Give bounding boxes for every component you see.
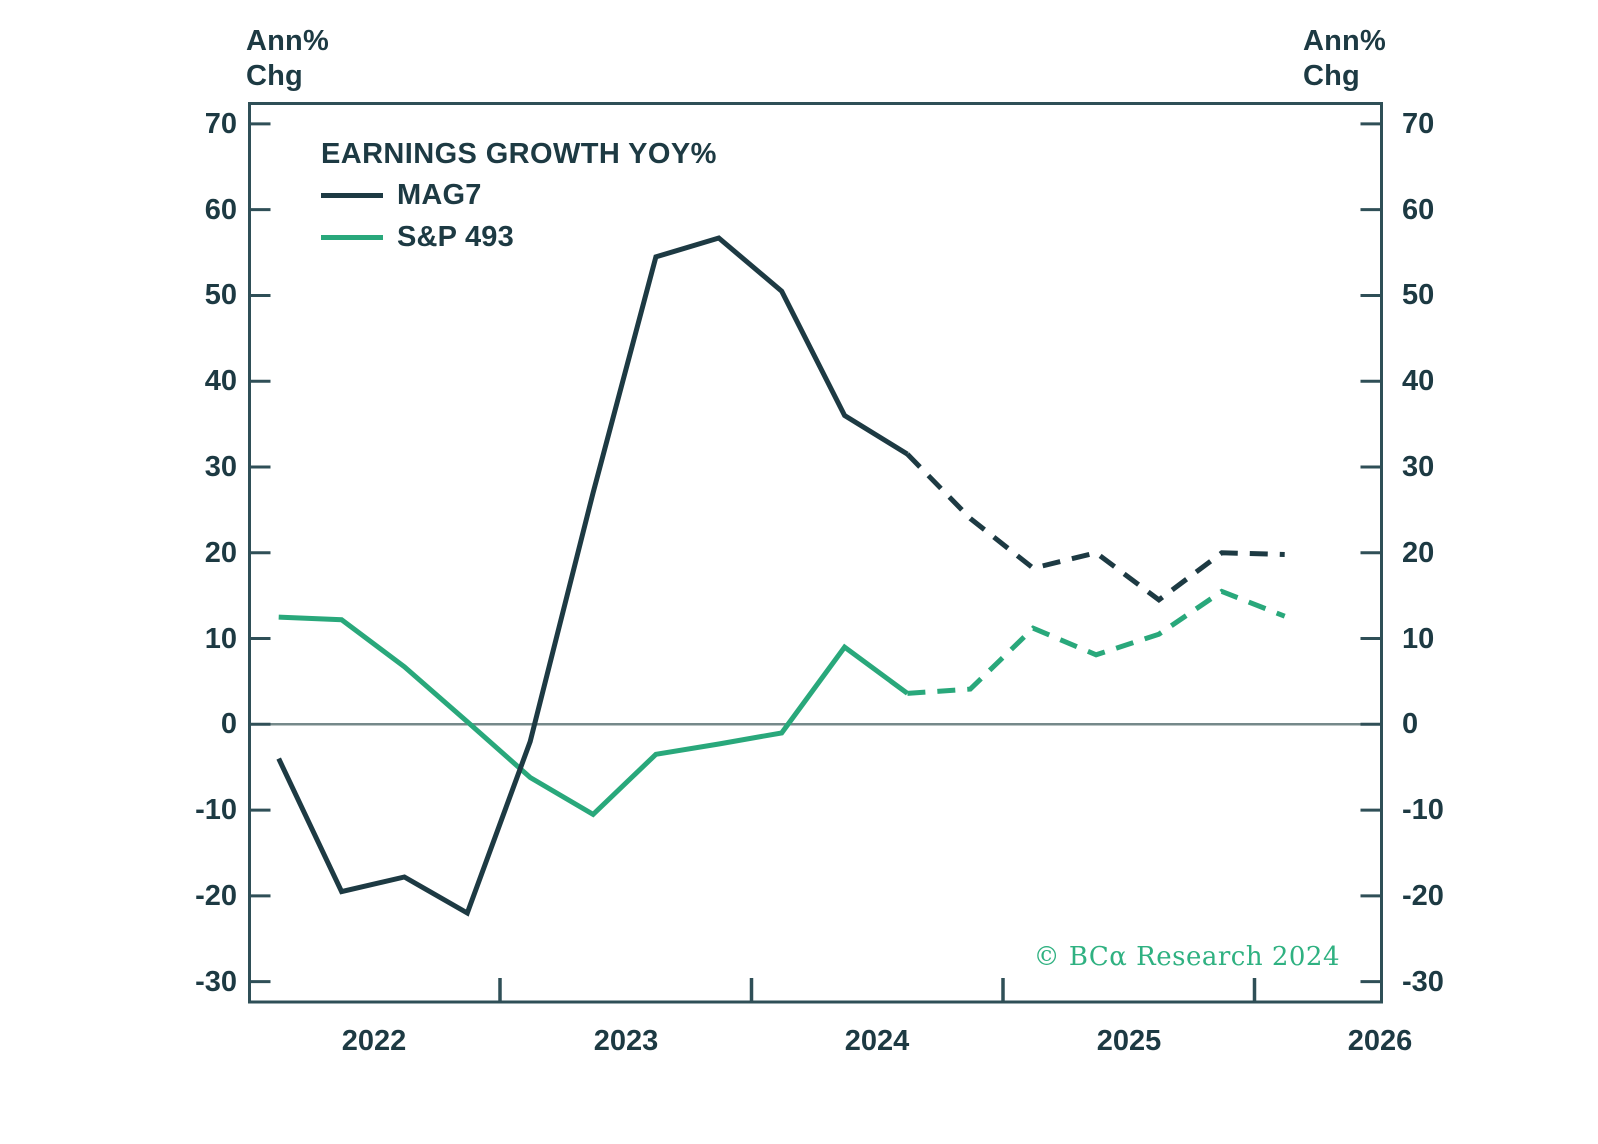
legend-label-sp493: S&P 493	[397, 220, 514, 253]
y-tick-label-right: 40	[1402, 365, 1435, 397]
x-axis-year-label: 2024	[844, 1025, 910, 1057]
legend-label-mag7: MAG7	[397, 178, 482, 211]
series-forecast-line-sp493	[907, 588, 1286, 696]
legend-line-sp493	[321, 234, 383, 240]
y-tick-label-left: 20	[204, 537, 237, 569]
y-tick-label-right: 70	[1402, 108, 1435, 140]
x-axis-year-label: 2026	[1347, 1025, 1413, 1057]
y-tick-label-right: 10	[1402, 623, 1435, 655]
y-tick-label-right: 20	[1402, 537, 1435, 569]
watermark-copyright: © BCα Research 2024	[1033, 942, 1340, 972]
series-line-mag7	[276, 235, 909, 917]
y-tick-label-left: -20	[195, 880, 237, 912]
y-tick-label-left: 30	[204, 451, 237, 483]
series-line-sp493	[278, 614, 909, 818]
y-tick-label-left: 10	[204, 623, 237, 655]
y-tick-label-left: 40	[204, 365, 237, 397]
x-axis-year-label: 2023	[593, 1025, 659, 1057]
series-forecast-line-mag7	[905, 452, 1285, 604]
y-axis-title-line2: Chg	[1303, 60, 1360, 92]
y-axis-title-line1: Ann%	[1303, 25, 1386, 57]
chart-title: EARNINGS GROWTH YOY%	[321, 138, 717, 170]
y-tick-label-left: 50	[204, 279, 237, 311]
x-axis-year-label: 2025	[1096, 1025, 1162, 1057]
y-tick-label-right: -20	[1402, 880, 1444, 912]
y-axis-title-right: Ann% Chg	[1303, 24, 1386, 94]
y-tick-label-right: 60	[1402, 194, 1435, 226]
y-tick-label-right: 50	[1402, 279, 1435, 311]
y-axis-title-line2: Chg	[246, 60, 303, 92]
y-tick-label-right: 0	[1402, 708, 1419, 740]
y-tick-label-left: 70	[204, 108, 237, 140]
legend-item-mag7: MAG7	[321, 178, 717, 211]
y-tick-label-right: -30	[1402, 966, 1444, 998]
y-tick-label-left: 60	[204, 194, 237, 226]
y-tick-label-right: -10	[1402, 794, 1444, 826]
legend-line-mag7	[321, 192, 383, 198]
y-tick-label-left: -30	[195, 966, 237, 998]
legend-item-sp493: S&P 493	[321, 220, 717, 253]
y-tick-label-right: 30	[1402, 451, 1435, 483]
y-tick-label-left: -10	[195, 794, 237, 826]
y-tick-label-left: 0	[220, 708, 237, 740]
legend: EARNINGS GROWTH YOY% MAG7 S&P 493	[321, 138, 717, 253]
y-axis-title-line1: Ann%	[246, 25, 329, 57]
x-axis-year-label: 2022	[341, 1025, 407, 1057]
y-axis-title-left: Ann% Chg	[246, 24, 329, 94]
